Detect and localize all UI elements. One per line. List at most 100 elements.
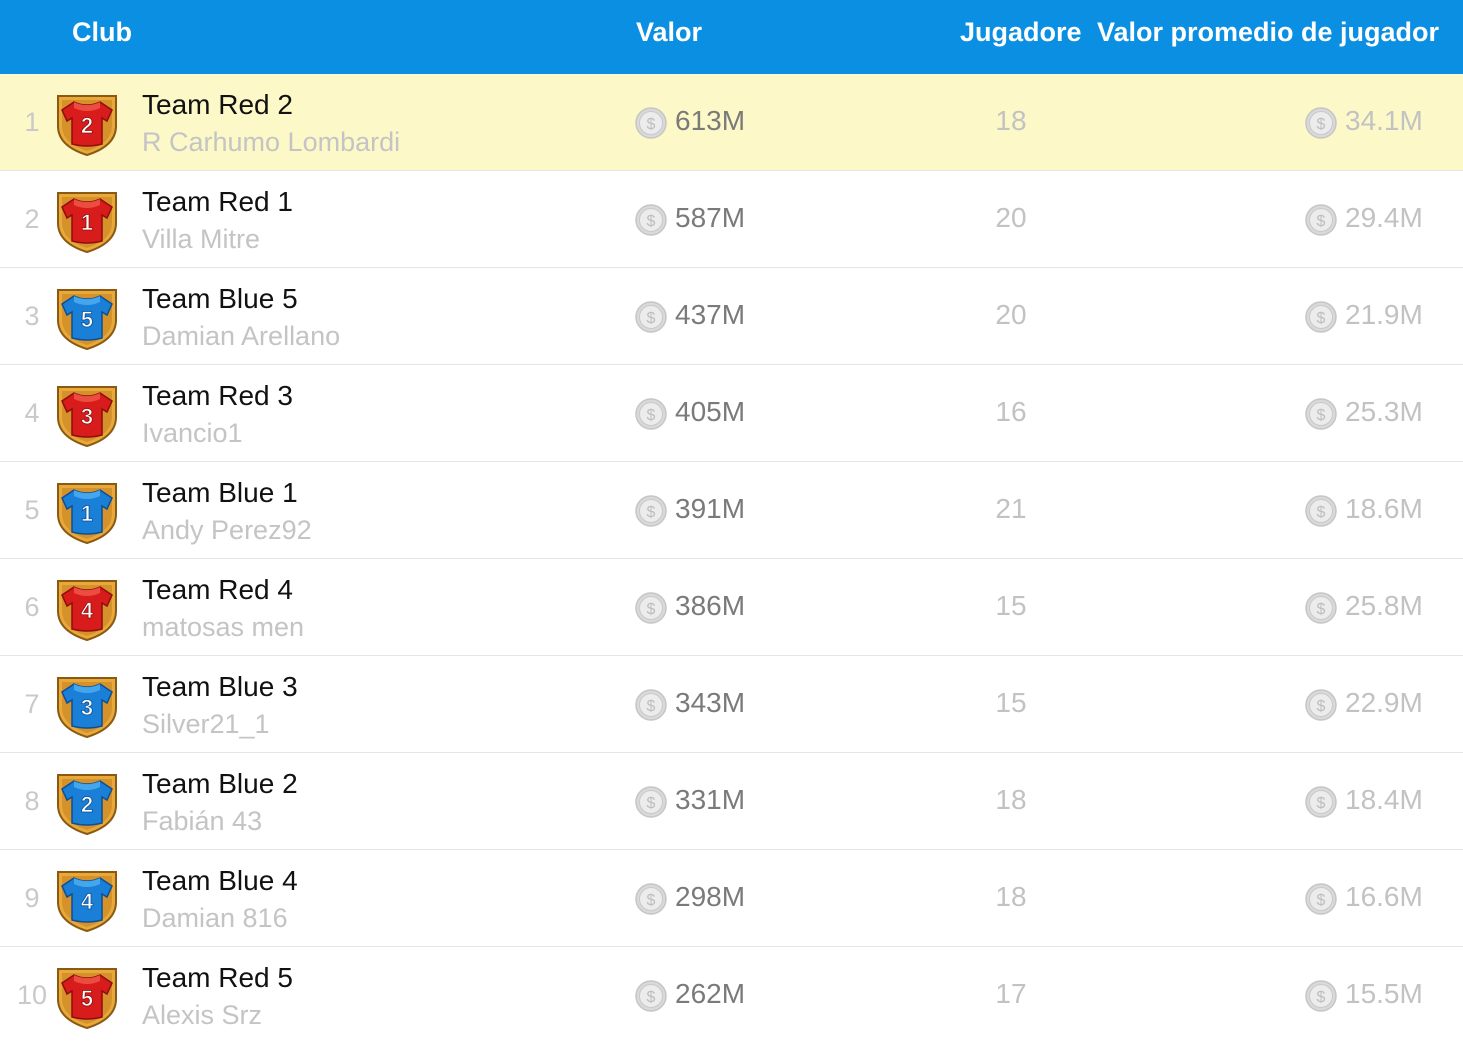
svg-text:$: $ — [1317, 795, 1326, 812]
manager-name[interactable]: Damian 816 — [142, 903, 288, 933]
team-value: 587M — [675, 202, 746, 233]
manager-name[interactable]: Ivancio1 — [142, 418, 243, 448]
svg-text:5: 5 — [81, 307, 93, 332]
table-row[interactable]: 4 3 Team Red 3 Ivancio1 $ 405M 16 $ 25.3… — [0, 365, 1463, 462]
svg-text:4: 4 — [81, 889, 94, 914]
column-header-club[interactable]: Club — [72, 17, 132, 47]
team-name[interactable]: Team Blue 2 — [142, 768, 298, 799]
team-value: 331M — [675, 784, 746, 815]
svg-text:5: 5 — [81, 986, 93, 1011]
coin-icon: $ — [635, 883, 667, 915]
coin-icon: $ — [1305, 883, 1337, 915]
svg-text:4: 4 — [81, 598, 94, 623]
team-name[interactable]: Team Blue 5 — [142, 283, 298, 314]
svg-text:$: $ — [1317, 504, 1326, 521]
manager-name[interactable]: Villa Mitre — [142, 224, 261, 254]
player-count: 20 — [995, 299, 1027, 330]
team-value: 343M — [675, 687, 746, 718]
svg-text:$: $ — [1317, 989, 1326, 1006]
coin-icon: $ — [635, 398, 667, 430]
svg-text:$: $ — [647, 601, 656, 618]
table-row[interactable]: 9 4 Team Blue 4 Damian 816 $ 298M 18 $ 1… — [0, 850, 1463, 947]
avg-player-value: 15.5M — [1345, 978, 1423, 1009]
table-row[interactable]: 3 5 Team Blue 5 Damian Arellano $ 437M 2… — [0, 268, 1463, 365]
svg-text:$: $ — [647, 504, 656, 521]
column-header-value[interactable]: Valor — [636, 17, 703, 47]
team-name[interactable]: Team Red 3 — [142, 380, 293, 411]
jersey-badge-icon: 1 — [52, 476, 122, 546]
rank-number: 2 — [24, 204, 40, 234]
svg-text:1: 1 — [81, 210, 93, 235]
rank-number: 10 — [16, 980, 48, 1010]
coin-icon: $ — [1305, 398, 1337, 430]
avg-player-value: 25.3M — [1345, 396, 1423, 427]
jersey-badge-icon: 2 — [52, 88, 122, 158]
svg-text:3: 3 — [81, 695, 93, 720]
table-row[interactable]: 6 4 Team Red 4 matosas men $ 386M 15 $ 2… — [0, 559, 1463, 656]
jersey-badge-icon: 2 — [52, 767, 122, 837]
svg-text:$: $ — [647, 213, 656, 230]
table-row[interactable]: 2 1 Team Red 1 Villa Mitre $ 587M 20 $ 2… — [0, 171, 1463, 268]
rank-number: 5 — [24, 495, 40, 525]
table-row[interactable]: 8 2 Team Blue 2 Fabián 43 $ 331M 18 $ 18… — [0, 753, 1463, 850]
svg-text:$: $ — [647, 795, 656, 812]
svg-text:2: 2 — [81, 792, 93, 817]
player-count: 17 — [995, 978, 1027, 1009]
svg-text:$: $ — [647, 892, 656, 909]
coin-icon: $ — [1305, 689, 1337, 721]
team-name[interactable]: Team Red 4 — [142, 574, 293, 605]
rank-number: 8 — [24, 786, 40, 816]
player-count: 18 — [995, 105, 1027, 136]
manager-name[interactable]: R Carhumo Lombardi — [142, 127, 401, 157]
rank-number: 9 — [24, 883, 40, 913]
team-name[interactable]: Team Blue 3 — [142, 671, 298, 702]
coin-icon: $ — [635, 495, 667, 527]
coin-icon: $ — [635, 107, 667, 139]
manager-name[interactable]: matosas men — [142, 612, 305, 642]
manager-name[interactable]: Silver21_1 — [142, 709, 270, 739]
team-name[interactable]: Team Blue 1 — [142, 477, 298, 508]
coin-icon: $ — [635, 980, 667, 1012]
coin-icon: $ — [1305, 204, 1337, 236]
team-value: 262M — [675, 978, 746, 1009]
avg-player-value: 34.1M — [1345, 105, 1423, 136]
rank-number: 6 — [24, 592, 40, 622]
coin-icon: $ — [1305, 980, 1337, 1012]
svg-text:$: $ — [1317, 310, 1326, 327]
column-header-players[interactable]: Jugadore — [960, 17, 1082, 47]
player-count: 21 — [995, 493, 1027, 524]
team-name[interactable]: Team Red 2 — [142, 89, 293, 120]
table-row[interactable]: 1 2 Team Red 2 R Carhumo Lombardi $ 613M… — [0, 74, 1463, 171]
player-count: 20 — [995, 202, 1027, 233]
jersey-badge-icon: 1 — [52, 185, 122, 255]
svg-text:$: $ — [647, 116, 656, 133]
player-count: 15 — [995, 687, 1027, 718]
jersey-badge-icon: 5 — [52, 282, 122, 352]
manager-name[interactable]: Fabián 43 — [142, 806, 263, 836]
player-count: 15 — [995, 590, 1027, 621]
manager-name[interactable]: Andy Perez92 — [142, 515, 312, 545]
column-header-avg-player-value[interactable]: Valor promedio de jugador — [1097, 17, 1440, 47]
svg-text:3: 3 — [81, 404, 93, 429]
manager-name[interactable]: Damian Arellano — [142, 321, 341, 351]
svg-text:$: $ — [647, 310, 656, 327]
rank-number: 3 — [24, 301, 40, 331]
svg-text:$: $ — [1317, 601, 1326, 618]
table-row[interactable]: 7 3 Team Blue 3 Silver21_1 $ 343M 15 $ 2… — [0, 656, 1463, 753]
coin-icon: $ — [635, 786, 667, 818]
team-name[interactable]: Team Blue 4 — [142, 865, 298, 896]
manager-name[interactable]: Alexis Srz — [142, 1000, 263, 1030]
avg-player-value: 29.4M — [1345, 202, 1423, 233]
svg-text:$: $ — [647, 698, 656, 715]
jersey-badge-icon: 5 — [52, 961, 122, 1031]
jersey-badge-icon: 3 — [52, 379, 122, 449]
jersey-badge-icon: 4 — [52, 864, 122, 934]
table-row[interactable]: 10 5 Team Red 5 Alexis Srz $ 262M 17 $ 1… — [0, 947, 1463, 1042]
table-header: Club Valor Jugadore Valor promedio de ju… — [0, 0, 1463, 74]
coin-icon: $ — [635, 689, 667, 721]
svg-text:$: $ — [647, 989, 656, 1006]
table-row[interactable]: 5 1 Team Blue 1 Andy Perez92 $ 391M 21 $… — [0, 462, 1463, 559]
team-name[interactable]: Team Red 5 — [142, 962, 293, 993]
team-name[interactable]: Team Red 1 — [142, 186, 293, 217]
avg-player-value: 18.4M — [1345, 784, 1423, 815]
